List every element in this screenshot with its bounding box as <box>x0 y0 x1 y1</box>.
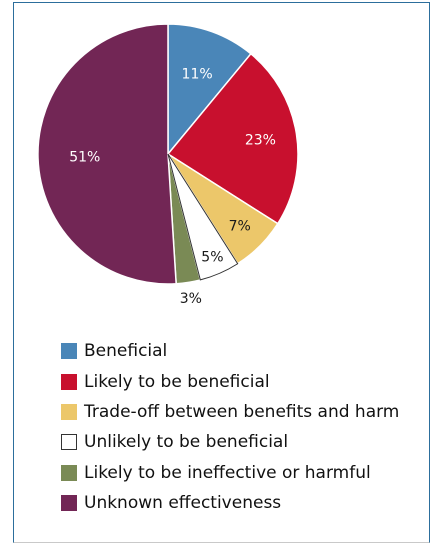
legend-swatch <box>61 464 77 481</box>
slice-value-label: 11% <box>182 66 213 82</box>
legend-swatch <box>61 495 77 512</box>
pie-slice <box>166 52 299 225</box>
slice-value-label: 5% <box>201 250 223 266</box>
legend-label: Likely to be beneficial <box>84 371 270 392</box>
slice-value-label: 51% <box>69 150 100 166</box>
pie-slice <box>167 23 252 157</box>
legend-label: Unknown effectiveness <box>84 493 282 514</box>
slice-value-label: 3% <box>180 291 202 307</box>
legend: Beneficial Likely to be beneficial Trade-o… <box>61 336 399 518</box>
legend-item: Beneficial <box>61 336 399 366</box>
legend-item: Likely to be beneficial <box>61 366 399 396</box>
figure-frame: 11% 23% 7% 5% 3% 51% Beneficial Likely to be b… <box>13 2 430 543</box>
legend-label: Likely to be ineffective or harmful <box>84 462 371 483</box>
pie-slice <box>37 23 177 285</box>
legend-label: Trade-off between benefits and harm <box>84 401 400 422</box>
legend-swatch <box>61 373 77 390</box>
legend-item: Unlikely to be beneficial <box>61 427 399 457</box>
legend-label: Unlikely to be beneficial <box>84 432 289 453</box>
legend-swatch <box>61 343 77 360</box>
pie-chart: 11% 23% 7% 5% 3% 51% <box>37 23 299 307</box>
slice-value-label: 23% <box>245 132 276 148</box>
legend-label: Beneficial <box>84 341 168 362</box>
legend-swatch <box>61 403 77 420</box>
legend-item: Likely to be ineffective or harmful <box>61 458 399 488</box>
legend-swatch <box>61 434 77 451</box>
legend-item: Unknown effectiveness <box>61 488 399 518</box>
slice-value-label: 7% <box>229 219 251 235</box>
pie-slice-outline <box>167 153 239 281</box>
legend-item: Trade-off between benefits and harm <box>61 397 399 427</box>
